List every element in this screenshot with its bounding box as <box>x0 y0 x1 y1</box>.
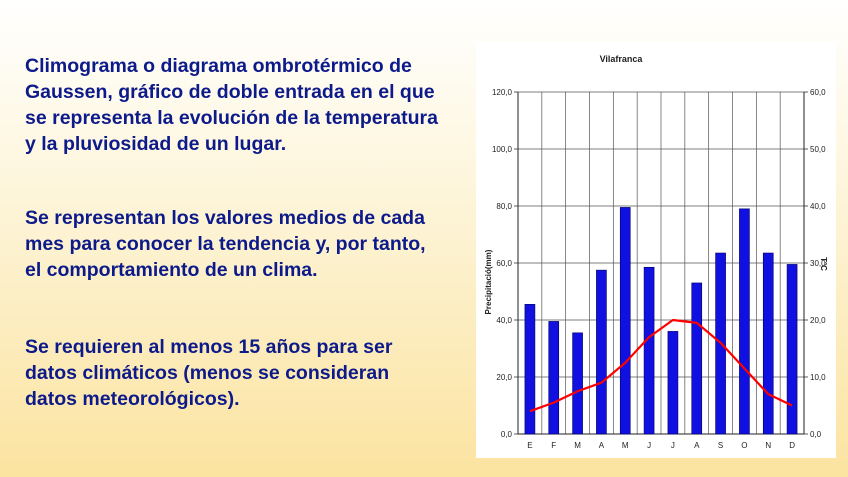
precipitation-bar <box>572 332 583 435</box>
paragraph-mean-values: Se representan los valores medios de cad… <box>25 205 426 283</box>
y-tick-label: 20,0 <box>496 373 512 382</box>
y2-tick-label: 60,0 <box>810 88 826 97</box>
text-line: Se representan los valores medios de cad… <box>25 207 425 229</box>
precipitation-bar <box>619 207 631 435</box>
x-tick-label: M <box>622 441 629 450</box>
x-tick-label: A <box>694 441 700 450</box>
y2-tick-label: 50,0 <box>810 145 826 154</box>
text-line: el comportamiento de un clima. <box>25 259 318 281</box>
precipitation-bar <box>667 331 679 435</box>
precipitation-bar <box>596 269 607 435</box>
text-line: se representa la evolución de la tempera… <box>25 107 438 129</box>
precipitation-bar <box>643 266 655 435</box>
y-axis-label: Precipitació(mm) <box>484 249 493 314</box>
y2-tick-label: 20,0 <box>810 316 826 325</box>
text-line: mes para conocer la tendencia y, por tan… <box>25 233 426 255</box>
x-tick-label: O <box>741 441 747 450</box>
precipitation-bar <box>524 304 536 435</box>
text-line: datos meteorológicos). <box>25 388 240 410</box>
text-line: Climograma o diagrama ombrotérmico de <box>25 55 412 77</box>
x-tick-label: E <box>527 441 532 450</box>
paragraph-years-required: Se requieren al menos 15 años para ser da… <box>25 334 392 412</box>
y2-axis-label: T°C <box>819 257 828 271</box>
precipitation-bar <box>548 321 560 435</box>
y2-tick-label: 30,0 <box>810 259 826 268</box>
text-line: y la pluviosidad de un lugar. <box>25 133 287 155</box>
text-line: datos climáticos (menos se consideran <box>25 362 390 384</box>
y-tick-label: 60,0 <box>496 259 512 268</box>
y-tick-label: 0,0 <box>501 430 513 439</box>
x-tick-label: M <box>574 441 581 450</box>
text-line: Gaussen, gráfico de doble entrada en el … <box>25 81 435 103</box>
x-tick-label: D <box>789 441 795 450</box>
precipitation-bar <box>786 264 798 435</box>
x-tick-label: N <box>765 441 771 450</box>
x-tick-label: F <box>551 441 556 450</box>
y2-tick-label: 40,0 <box>810 202 826 211</box>
precipitation-bar <box>691 282 703 435</box>
paragraph-definition: Climograma o diagrama ombrotérmico de Gau… <box>25 53 438 157</box>
y-tick-label: 40,0 <box>496 316 512 325</box>
y2-tick-label: 10,0 <box>810 373 826 382</box>
x-tick-label: S <box>718 441 723 450</box>
climograph-chart: Vilafranca Precipitació(mm) T°C 0,0 0,0 20… <box>484 54 828 450</box>
climograph-panel: Vilafranca Precipitació(mm) T°C 0,0 0,0 20… <box>476 42 836 458</box>
precipitation-bar <box>739 208 750 435</box>
x-tick-label: A <box>599 441 605 450</box>
text-line: Se requieren al menos 15 años para ser <box>25 336 393 358</box>
y-tick-label: 80,0 <box>496 202 512 211</box>
precipitation-bar <box>762 252 774 435</box>
y2-tick-label: 0,0 <box>810 430 822 439</box>
x-tick-label: J <box>647 441 651 450</box>
y-tick-label: 100,0 <box>492 145 513 154</box>
y-tick-label: 120,0 <box>492 88 513 97</box>
x-tick-label: J <box>671 441 675 450</box>
temperature-line <box>529 318 793 413</box>
chart-title: Vilafranca <box>600 54 644 64</box>
